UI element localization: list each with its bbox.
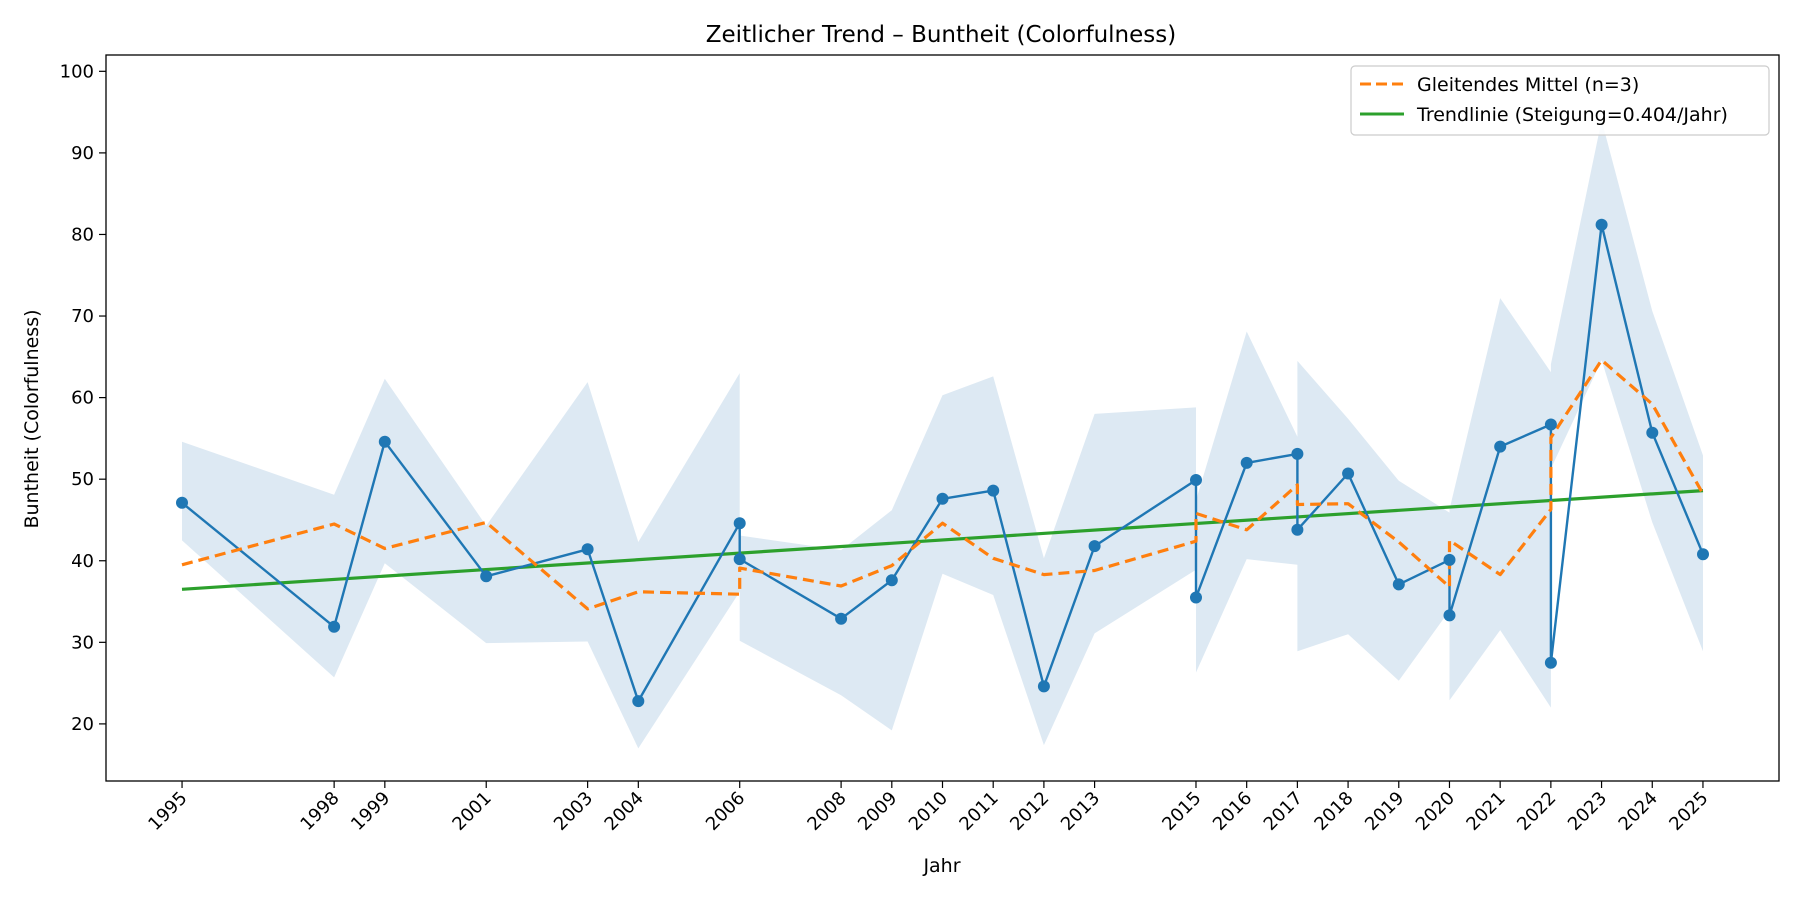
data-point	[1544, 656, 1557, 669]
y-tick-label: 100	[60, 61, 94, 82]
y-tick-label: 80	[71, 224, 94, 245]
y-tick-label: 90	[71, 143, 94, 164]
data-point	[733, 553, 746, 566]
legend-box	[1350, 65, 1770, 136]
data-point	[1291, 523, 1304, 536]
data-point	[378, 435, 391, 448]
legend: Gleitendes Mittel (n=3) Trendlinie (Stei…	[1350, 65, 1770, 136]
y-tick-label: 70	[71, 306, 94, 327]
data-point	[1088, 540, 1101, 553]
data-point	[1190, 591, 1202, 604]
moving-average-line	[181, 358, 1705, 611]
trend-line	[181, 489, 1704, 591]
data-point	[1494, 440, 1507, 453]
y-tick-label: 50	[71, 469, 94, 490]
legend-trend-label: Trendlinie (Steigung=0.404/Jahr)	[1416, 104, 1728, 126]
data-point	[885, 574, 898, 587]
data-point	[1342, 467, 1355, 480]
data-point	[1697, 548, 1709, 561]
y-tick-label: 40	[71, 551, 94, 572]
data-point	[936, 492, 949, 505]
data-point	[480, 570, 493, 583]
data-point	[1595, 218, 1608, 231]
data-point	[1392, 578, 1405, 591]
data-point	[176, 496, 188, 509]
data-point	[835, 612, 848, 625]
data-point	[1190, 474, 1202, 486]
y-tick-label: 60	[71, 388, 94, 409]
chart-title: Zeitlicher Trend – Buntheit (Colorfulnes…	[706, 22, 1176, 48]
data-point	[1443, 553, 1456, 566]
data-point	[987, 484, 1000, 497]
confidence-band	[182, 120, 1703, 749]
data-point	[1037, 680, 1050, 693]
data-point	[632, 695, 645, 708]
y-tick-label: 20	[71, 714, 94, 735]
data-point	[1544, 418, 1557, 431]
legend-moving-average-label: Gleitendes Mittel (n=3)	[1417, 74, 1639, 96]
data-point	[1240, 456, 1253, 469]
y-axis-title: Buntheit (Colorfulness)	[21, 309, 43, 528]
y-tick-label: 30	[71, 632, 94, 653]
x-axis-title: Jahr	[922, 855, 960, 877]
data-point	[1291, 447, 1304, 460]
data-point	[328, 620, 341, 633]
data-point	[1646, 426, 1659, 439]
data-point	[733, 517, 746, 530]
data-point	[581, 543, 594, 556]
data-point	[1443, 609, 1456, 622]
